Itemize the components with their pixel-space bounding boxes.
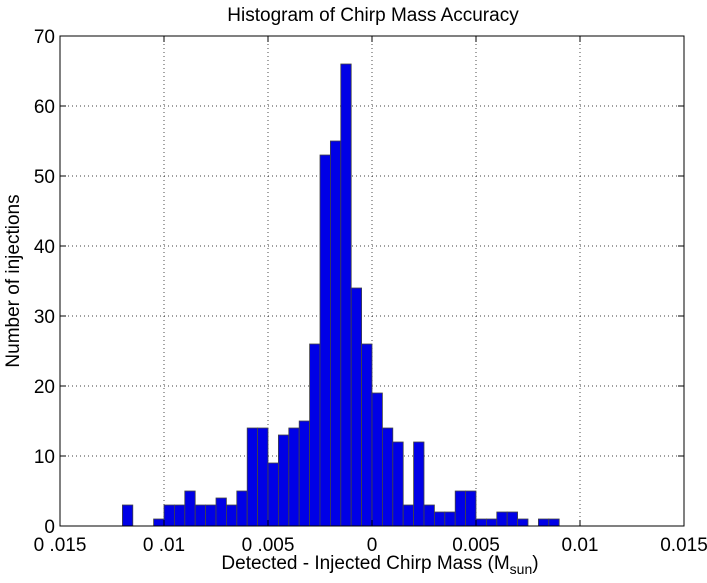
histogram-bar: [298, 420, 311, 527]
x-tick-label: 0 .01: [143, 535, 185, 556]
histogram-bar: [153, 518, 165, 527]
histogram-bar: [350, 287, 363, 527]
histogram-bar: [392, 441, 404, 527]
histogram-bar: [122, 504, 134, 527]
histogram-bar: [173, 504, 186, 527]
histogram-bar: [548, 518, 560, 527]
histogram-bar: [194, 504, 206, 527]
y-axis-label: Number of injections: [3, 194, 24, 367]
histogram-bar: [205, 504, 217, 527]
x-axis-label-close: ): [532, 553, 538, 574]
x-tick-label: 0.015: [660, 535, 707, 556]
x-axis-label-subscript: sun: [510, 561, 533, 577]
histogram-bar: [267, 462, 279, 527]
histogram-bar: [506, 511, 519, 527]
histogram-bar: [319, 154, 331, 527]
histogram-bar: [485, 518, 498, 527]
histogram-bar: [340, 63, 352, 527]
histogram-bar: [257, 427, 269, 527]
x-tick-label: 0.01: [562, 535, 599, 556]
x-tick-label: 0.005: [452, 535, 500, 556]
x-axis-label-main: Detected - Injected Chirp Mass (M: [221, 553, 509, 574]
histogram-bar: [246, 427, 258, 527]
histogram-bar: [309, 343, 321, 527]
histogram-bar: [444, 511, 456, 527]
axis-ticks: [59, 35, 685, 527]
histogram-bar: [381, 427, 394, 527]
histogram-bar: [361, 343, 373, 527]
x-axis-label: Detected - Injected Chirp Mass (Msun): [221, 553, 538, 577]
y-tick-label: 70: [34, 27, 55, 48]
histogram-bar: [496, 511, 508, 527]
histogram-bar: [413, 441, 425, 527]
y-tick-label: 0: [44, 517, 55, 538]
histogram-bar: [433, 511, 446, 527]
histogram-bar: [475, 518, 487, 527]
y-tick-label: 20: [34, 377, 55, 398]
histogram-bar: [371, 392, 383, 527]
chart-title: Histogram of Chirp Mass Accuracy: [227, 5, 519, 26]
histogram-bar: [236, 490, 248, 527]
histogram-bar: [329, 140, 342, 527]
x-tick-label: 0 .015: [34, 535, 87, 556]
histogram-bar: [277, 434, 290, 527]
histogram-bar: [184, 490, 196, 527]
y-tick-label: 30: [34, 307, 55, 328]
x-tick-label: 0 .005: [242, 535, 295, 556]
histogram-bar: [402, 504, 415, 527]
histogram-bar: [465, 490, 477, 527]
histogram-bar: [517, 518, 529, 527]
x-tick-labels: 0 .015 0 .01 0 .005 0 0.005 0.01 0.015: [34, 535, 707, 556]
histogram-bar: [215, 497, 227, 527]
histogram-bar: [423, 504, 435, 527]
x-tick-label: 0: [367, 535, 378, 556]
y-tick-label: 50: [34, 167, 55, 188]
y-tick-label: 60: [34, 97, 55, 118]
y-tick-label: 10: [34, 447, 55, 468]
histogram-bar: [163, 504, 175, 527]
y-tick-label: 40: [34, 237, 55, 258]
histogram-bar: [225, 504, 238, 527]
histogram-bar: [538, 518, 550, 527]
histogram-bars: [122, 63, 560, 527]
y-tick-labels: 0 10 20 30 40 50 60 70: [34, 27, 55, 538]
histogram-bar: [454, 490, 467, 527]
histogram-bar: [288, 427, 300, 527]
